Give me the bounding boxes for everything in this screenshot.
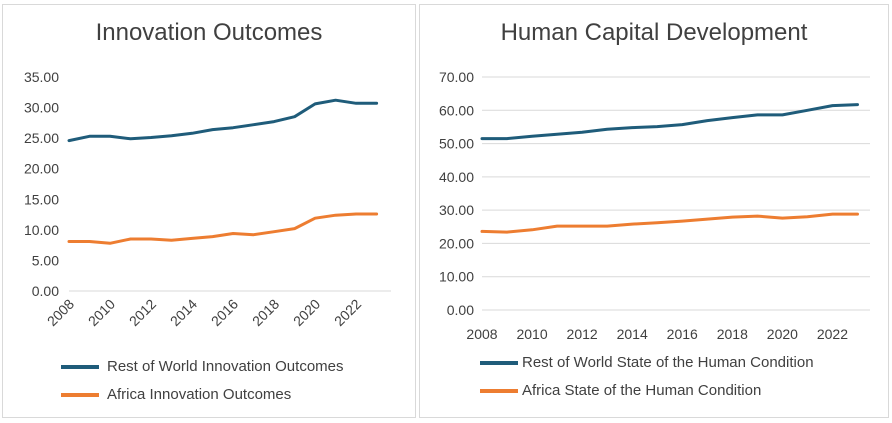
x-tick-label: 2012 bbox=[567, 326, 598, 342]
x-tick-label: 2020 bbox=[290, 296, 323, 329]
legend-swatch-africa bbox=[480, 389, 518, 393]
chart-panel-human-capital-development: 0.00 10.00 20.00 30.00 40.00 50.00 60.00 70.00 2… bbox=[419, 4, 889, 418]
x-tick-label: 2010 bbox=[516, 326, 547, 342]
y-tick-label: 35.00 bbox=[24, 69, 59, 85]
chart-title-innovation-outcomes: Innovation Outcomes bbox=[95, 19, 323, 46]
y-tick-label: 15.00 bbox=[24, 191, 59, 207]
y-tick-label: 70.00 bbox=[439, 69, 474, 85]
x-tick-label: 2020 bbox=[767, 326, 798, 342]
x-tick-label: 2008 bbox=[466, 326, 497, 342]
x-tick-label: 2014 bbox=[167, 296, 200, 329]
y-tick-label: 30.00 bbox=[24, 100, 59, 116]
x-tick-label: 2018 bbox=[249, 296, 282, 329]
y-tick-label: 25.00 bbox=[24, 130, 59, 146]
x-tick-label: 2022 bbox=[331, 296, 364, 329]
series-line-africa bbox=[480, 212, 859, 234]
legend-swatch-rest-of-world bbox=[61, 365, 99, 369]
y-tick-label: 50.00 bbox=[439, 136, 474, 152]
x-tick-label: 2018 bbox=[717, 326, 748, 342]
x-tick-label: 2012 bbox=[126, 296, 159, 329]
y-tick-label: 0.00 bbox=[32, 283, 59, 299]
legend-swatch-rest-of-world bbox=[480, 361, 518, 365]
series-line-africa bbox=[67, 212, 379, 245]
legend-swatch-africa bbox=[61, 393, 99, 397]
y-tick-label: 20.00 bbox=[24, 161, 59, 177]
x-tick-label: 2022 bbox=[817, 326, 848, 342]
y-tick-label: 40.00 bbox=[439, 169, 474, 185]
x-tick-label: 2010 bbox=[85, 296, 118, 329]
series-line-rest-of-world bbox=[480, 103, 859, 141]
x-tick-label: 2008 bbox=[44, 296, 77, 329]
innovation-outcomes-chart: 0.00 5.00 10.00 15.00 20.00 25.00 30.00 35.00 20… bbox=[24, 69, 391, 329]
x-tick-label: 2014 bbox=[617, 326, 648, 342]
y-tick-label: 60.00 bbox=[439, 102, 474, 118]
y-tick-label: 10.00 bbox=[439, 269, 474, 285]
x-tick-label: 2016 bbox=[208, 296, 241, 329]
series-line-rest-of-world bbox=[67, 98, 379, 143]
x-tick-label: 2016 bbox=[667, 326, 698, 342]
legend-label-rest-of-world: Rest of World Innovation Outcomes bbox=[107, 358, 344, 375]
legend-label-rest-of-world: Rest of World State of the Human Conditi… bbox=[522, 354, 814, 371]
y-tick-label: 30.00 bbox=[439, 202, 474, 218]
y-tick-label: 10.00 bbox=[24, 222, 59, 238]
human-capital-development-chart: 0.00 10.00 20.00 30.00 40.00 50.00 60.00 70.00 2… bbox=[439, 69, 870, 342]
y-tick-label: 5.00 bbox=[32, 252, 59, 268]
chart-panel-innovation-outcomes: 0.00 5.00 10.00 15.00 20.00 25.00 30.00 35.00 20… bbox=[2, 4, 416, 418]
legend-label-africa: Africa State of the Human Condition bbox=[522, 382, 762, 399]
y-tick-label: 0.00 bbox=[447, 302, 474, 318]
chart-title-human-capital-development: Human Capital Development bbox=[500, 19, 808, 46]
legend-label-africa: Africa Innovation Outcomes bbox=[107, 386, 292, 403]
y-tick-label: 20.00 bbox=[439, 235, 474, 251]
